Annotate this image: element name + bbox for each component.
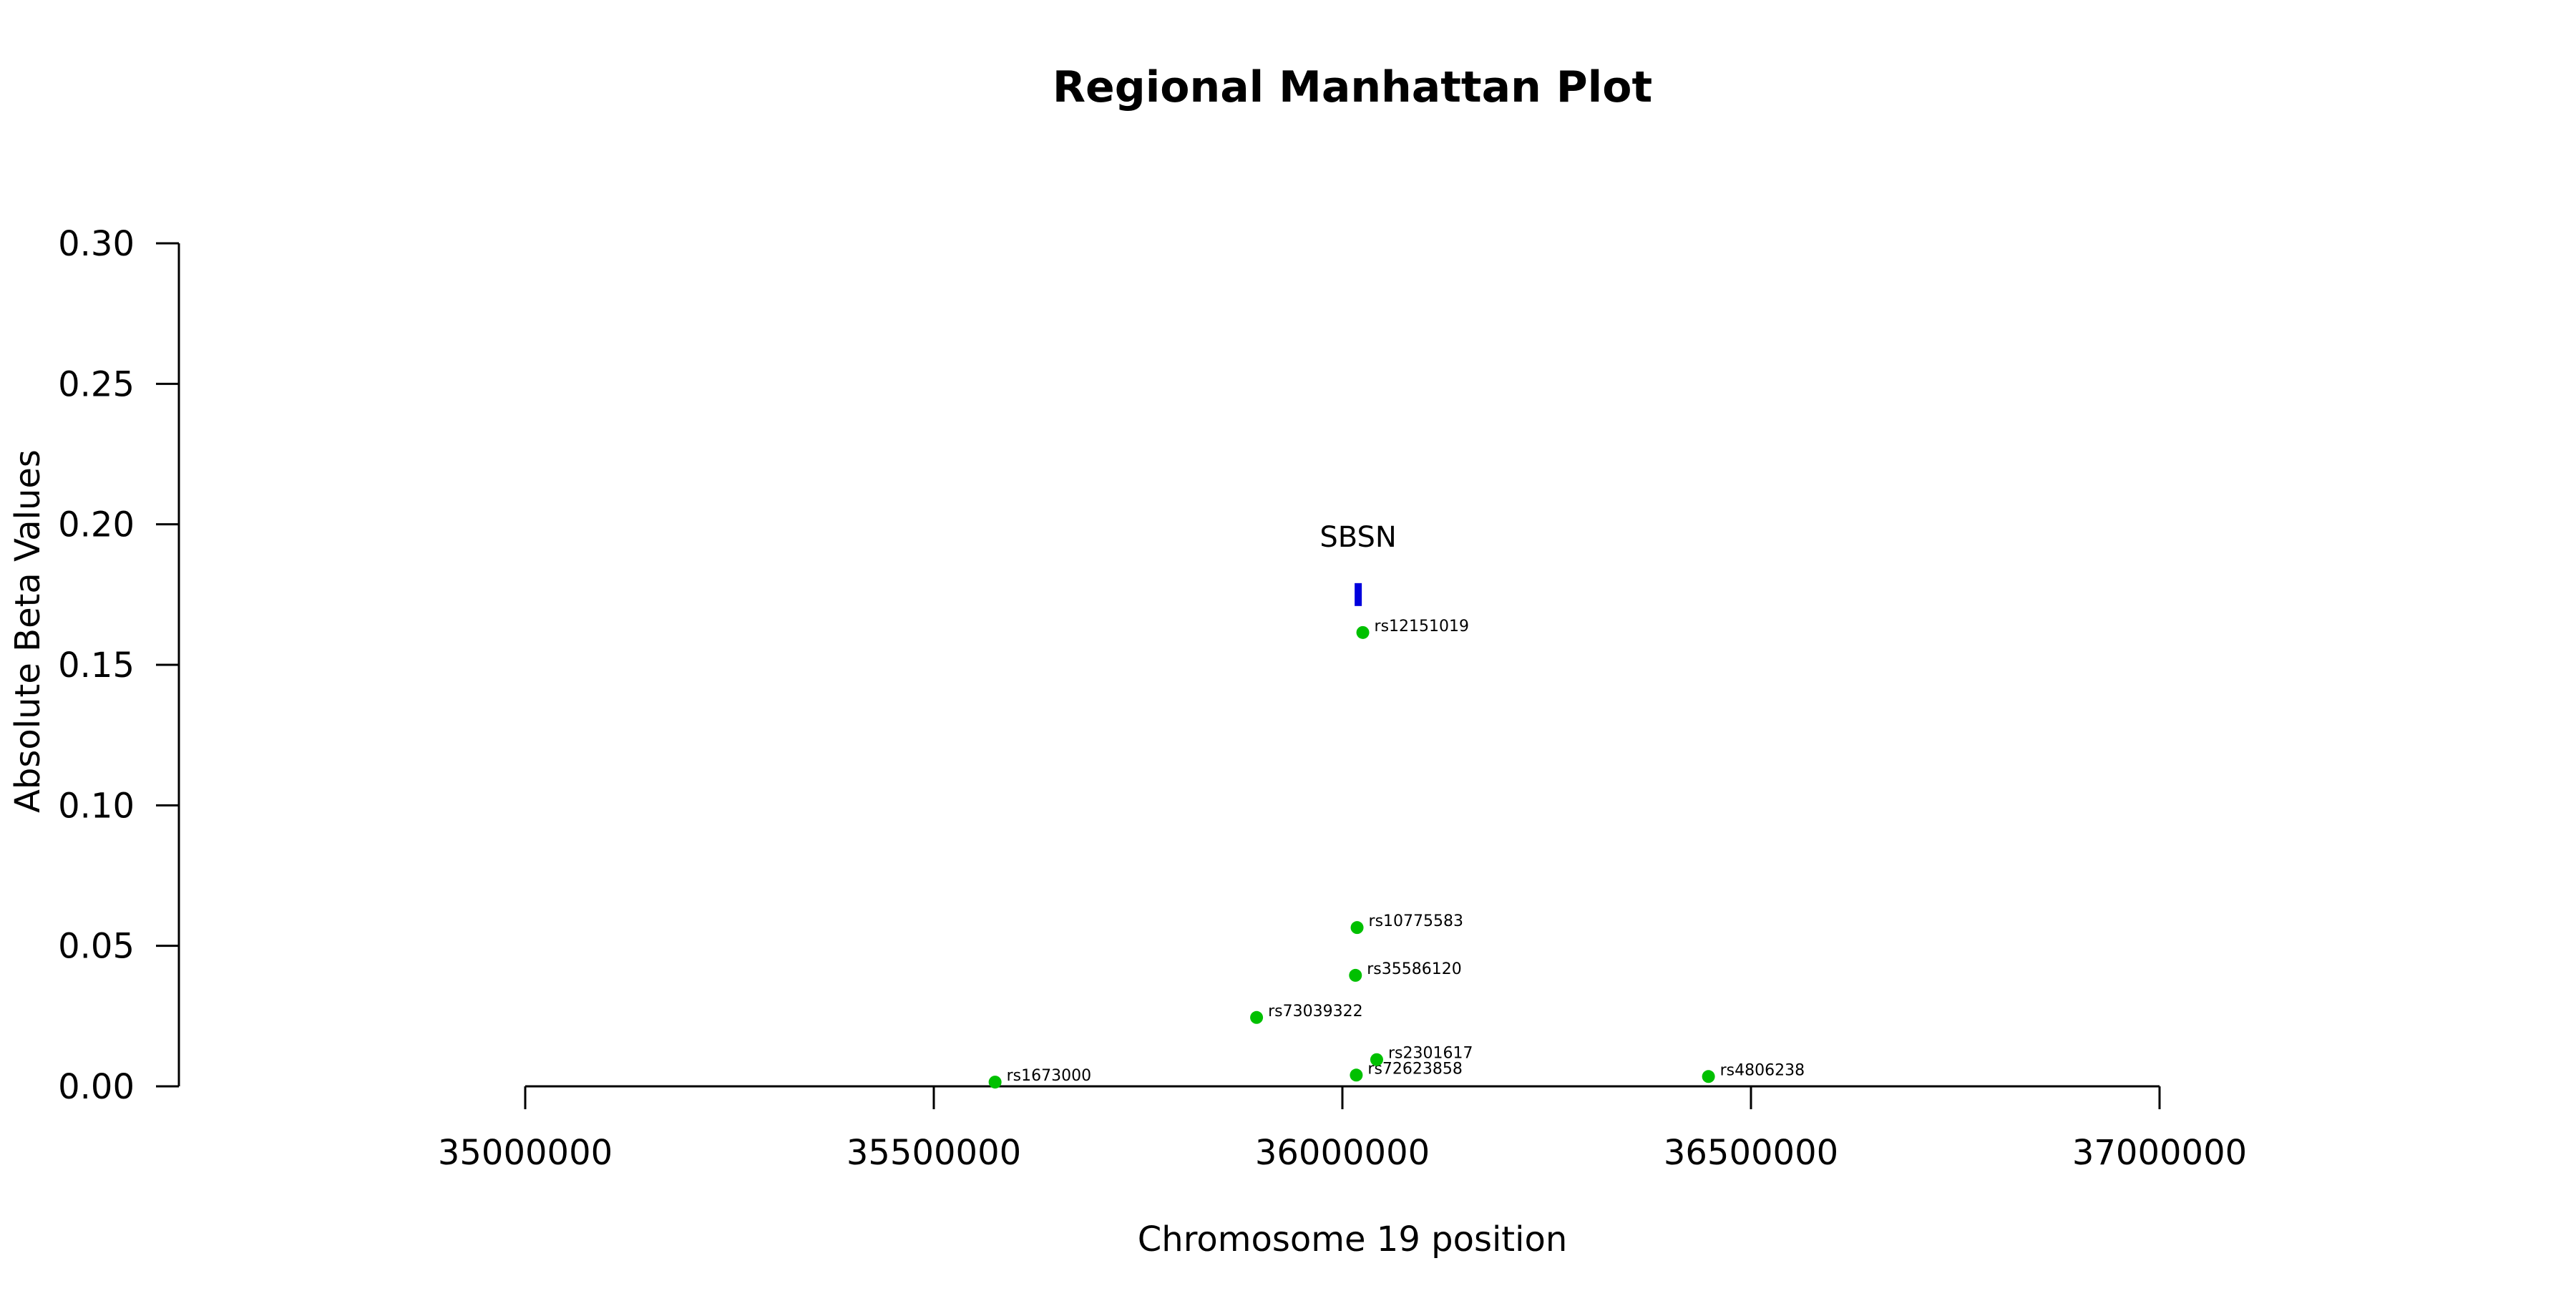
y-tick-label: 0.25: [58, 364, 135, 404]
y-tick-label: 0.20: [58, 505, 135, 545]
snp-label: rs35586120: [1367, 960, 1461, 978]
x-axis-label: Chromosome 19 position: [1138, 1219, 1568, 1260]
x-tick-label: 37000000: [2072, 1133, 2247, 1173]
x-tick-label: 35500000: [847, 1133, 1021, 1173]
y-axis-label: Absolute Beta Values: [8, 449, 48, 813]
chart-title: Regional Manhattan Plot: [1053, 62, 1652, 112]
snp-label: rs1673000: [1007, 1067, 1092, 1085]
snp-point: [1702, 1070, 1715, 1083]
x-axis-ticks: 35000000 35500000 36000000 36500000 37000000: [438, 1086, 2247, 1173]
snp-point: [1349, 968, 1362, 982]
snp-label: rs12151019: [1375, 618, 1469, 635]
x-tick-label: 35000000: [438, 1133, 613, 1173]
gene-label: SBSN: [1319, 521, 1396, 554]
y-axis-ticks: 0.00 0.05 0.10 0.15 0.20 0.25 0.30: [58, 224, 179, 1107]
x-tick-label: 36000000: [1255, 1133, 1430, 1173]
x-tick-label: 36500000: [1664, 1133, 1838, 1173]
y-tick-label: 0.10: [58, 786, 135, 826]
snp-label: rs4806238: [1720, 1061, 1805, 1079]
snp-label: rs2301617: [1388, 1045, 1473, 1063]
snp-point: [988, 1076, 1002, 1089]
y-tick-label: 0.00: [58, 1067, 135, 1107]
snp-points: rs1673000 rs73039322 rs35586120 rs10775583 r…: [988, 618, 1805, 1089]
snp-point: [1350, 1068, 1363, 1082]
y-tick-label: 0.05: [58, 927, 135, 967]
gene-marker: [1355, 583, 1362, 606]
gene-track: SBSN: [1319, 521, 1397, 606]
snp-point: [1356, 625, 1370, 639]
snp-label: rs73039322: [1268, 1003, 1362, 1020]
y-tick-label: 0.15: [58, 646, 135, 686]
snp-label: rs10775583: [1369, 912, 1463, 930]
snp-point: [1250, 1010, 1264, 1024]
snp-label: rs72623858: [1367, 1060, 1462, 1078]
y-tick-label: 0.30: [58, 224, 135, 264]
snp-point: [1350, 921, 1364, 935]
snp-point: [1370, 1053, 1383, 1066]
